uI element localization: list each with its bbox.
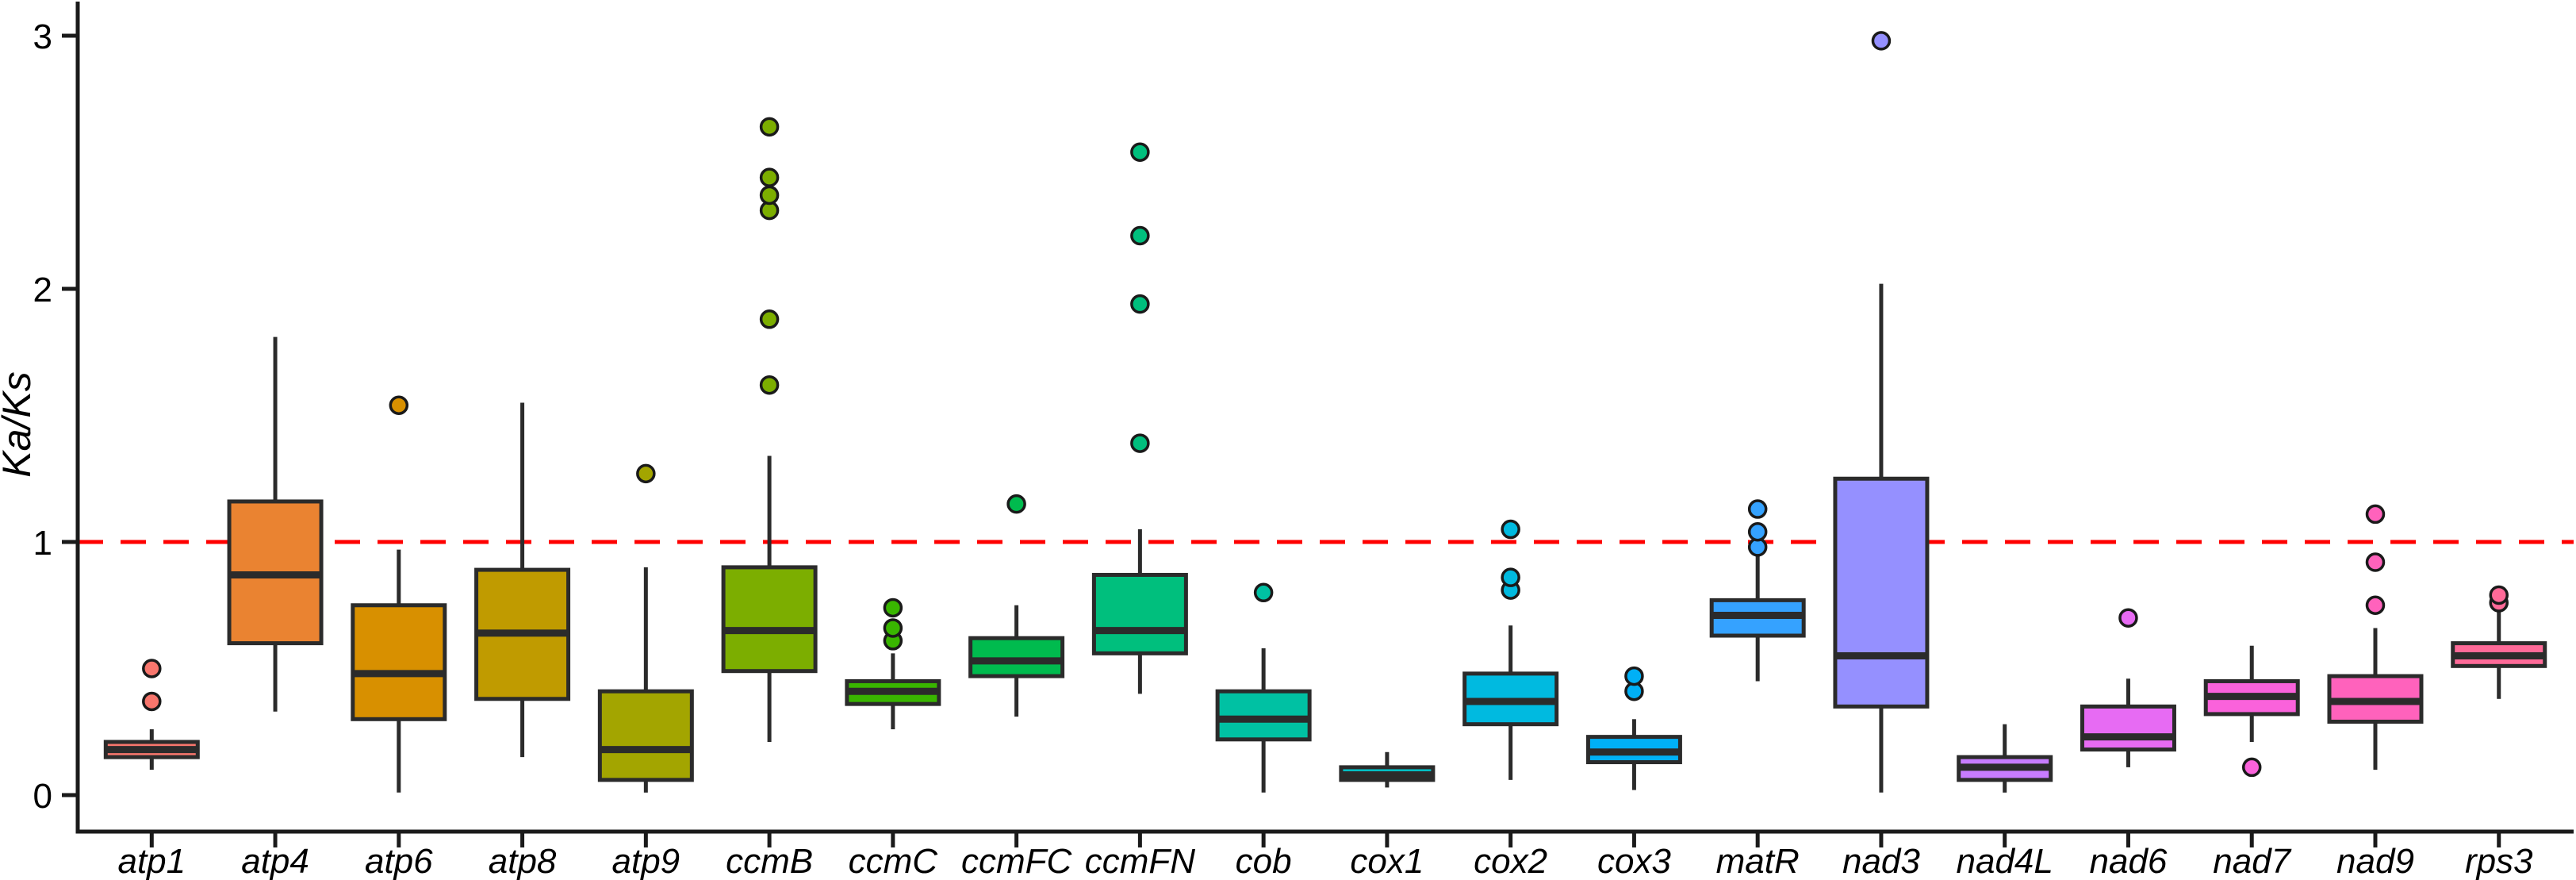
boxplot-nad6 xyxy=(2080,608,2176,767)
iqr-box xyxy=(1833,476,1930,709)
boxplot-cob xyxy=(1215,582,1312,793)
outlier-point xyxy=(1747,521,1768,542)
iqr-box xyxy=(1215,689,1312,742)
y-tick-label: 1 xyxy=(33,524,52,563)
outlier-point xyxy=(636,463,656,484)
outlier-point xyxy=(759,167,780,187)
outlier-point xyxy=(759,185,780,206)
outlier-point xyxy=(1006,494,1026,514)
outlier-point xyxy=(1130,142,1150,162)
iqr-box xyxy=(597,689,694,782)
x-tick-label-nad9: nad9 xyxy=(2336,842,2414,880)
outlier-point xyxy=(759,309,780,329)
boxplot-nad3 xyxy=(1833,31,1930,793)
outlier-point xyxy=(142,691,162,712)
outlier-point xyxy=(2118,608,2138,628)
boxplot-matR xyxy=(1709,499,1806,682)
x-tick-label-nad6: nad6 xyxy=(2090,842,2168,880)
y-tick-label: 0 xyxy=(33,777,52,816)
iqr-box xyxy=(721,565,818,674)
boxplot-cox2 xyxy=(1462,519,1559,780)
x-tick-label-atp9: atp9 xyxy=(612,842,680,880)
outlier-point xyxy=(1130,433,1150,453)
x-tick-label-cob: cob xyxy=(1236,842,1292,880)
boxplot-atp9 xyxy=(597,463,694,793)
boxplot-nad4L xyxy=(1957,724,2053,793)
outlier-point xyxy=(2365,552,2386,572)
outlier-point xyxy=(2365,595,2386,615)
x-tick-label-nad3: nad3 xyxy=(1842,842,1920,880)
boxplot-atp4 xyxy=(227,336,324,712)
boxplot-nad7 xyxy=(2203,645,2300,778)
outlier-point xyxy=(883,598,903,618)
x-tick-label-atp1: atp1 xyxy=(117,842,186,880)
x-tick-label-rps3: rps3 xyxy=(2465,842,2533,880)
iqr-box xyxy=(2080,704,2176,752)
outlier-point xyxy=(142,659,162,678)
x-tick-label-ccmC: ccmC xyxy=(849,842,939,880)
x-tick-label-ccmFN: ccmFN xyxy=(1085,842,1196,880)
x-tick-label-atp8: atp8 xyxy=(489,842,557,880)
y-tick-label: 3 xyxy=(33,17,52,56)
plot-area: 0 1 2 3 atp1 atp4 atp6 atp8 atp9 ccmB ccmC ccmFC ccm… xyxy=(33,2,2574,880)
outlier-point xyxy=(2365,504,2386,525)
x-tick-label-nad4L: nad4L xyxy=(1957,842,2053,880)
boxplot-atp1 xyxy=(103,659,200,770)
outlier-point xyxy=(2241,757,2262,778)
x-tick-label-atp6: atp6 xyxy=(365,842,433,880)
boxplot-atp6 xyxy=(351,395,447,793)
y-axis-title: Ka/Ks xyxy=(0,371,39,477)
outlier-point xyxy=(1130,294,1150,314)
outlier-point xyxy=(1871,31,1892,51)
iqr-box xyxy=(968,636,1065,678)
x-tick-label-cox2: cox2 xyxy=(1474,842,1547,880)
x-tick-label-ccmFC: ccmFC xyxy=(961,842,1073,880)
outlier-point xyxy=(1624,666,1644,686)
boxplot-nad9 xyxy=(2327,504,2424,770)
x-tick-label-cox1: cox1 xyxy=(1350,842,1424,880)
outlier-point xyxy=(1253,582,1274,603)
outlier-point xyxy=(759,117,780,137)
outlier-point xyxy=(389,395,409,415)
outlier-point xyxy=(759,375,780,395)
outlier-point xyxy=(1501,519,1520,540)
outlier-point xyxy=(1130,225,1150,246)
outlier-point xyxy=(883,618,903,638)
x-tick-label-atp4: atp4 xyxy=(241,842,309,880)
boxplot-ccmC xyxy=(845,598,941,730)
x-tick-label-cox3: cox3 xyxy=(1597,842,1671,880)
outlier-point xyxy=(1747,499,1768,519)
boxplot-ccmFN xyxy=(1091,142,1188,694)
boxplot-rps3 xyxy=(2451,585,2547,699)
outlier-point xyxy=(1501,567,1520,587)
iqr-box xyxy=(351,603,447,721)
boxplot-ccmFC xyxy=(968,494,1065,717)
boxplot-cox3 xyxy=(1585,666,1682,790)
boxplot-cox1 xyxy=(1339,751,1436,788)
x-tick-label-matR: matR xyxy=(1716,842,1800,880)
boxplot-ccmB xyxy=(721,117,818,743)
y-tick-label: 2 xyxy=(33,271,52,309)
outlier-point xyxy=(2489,585,2509,605)
x-tick-label-ccmB: ccmB xyxy=(726,842,813,880)
boxplot-atp8 xyxy=(474,402,571,758)
x-tick-label-nad7: nad7 xyxy=(2213,842,2291,880)
iqr-box xyxy=(1091,572,1188,655)
